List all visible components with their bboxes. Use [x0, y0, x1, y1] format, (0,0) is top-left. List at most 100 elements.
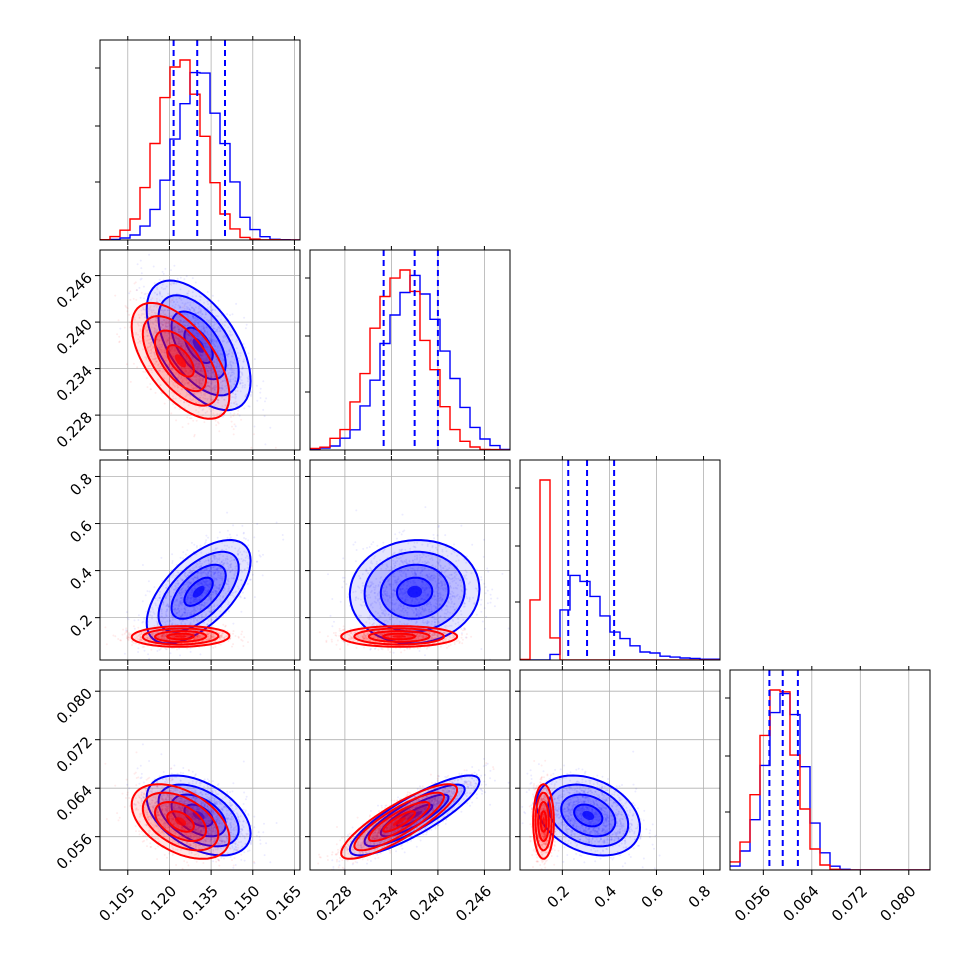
- scatter-point: [194, 398, 197, 401]
- scatter-point: [137, 349, 140, 352]
- scatter-point: [207, 570, 210, 573]
- scatter-point: [179, 297, 182, 300]
- scatter-point: [183, 377, 186, 380]
- scatter-point: [142, 285, 145, 288]
- scatter-point: [176, 579, 178, 582]
- scatter-point: [207, 584, 210, 587]
- scatter-point: [226, 590, 229, 593]
- scatter-point: [222, 589, 225, 592]
- scatter-point: [218, 330, 221, 333]
- scatter-point: [213, 360, 216, 363]
- scatter-point: [181, 579, 184, 582]
- scatter-point: [240, 418, 243, 421]
- scatter-point: [200, 581, 203, 584]
- scatter-point: [160, 610, 163, 613]
- scatter-point: [203, 328, 206, 331]
- scatter-point: [214, 547, 217, 550]
- scatter-point: [232, 559, 235, 561]
- scatter-point: [154, 391, 157, 394]
- scatter-point: [226, 511, 229, 514]
- scatter-point: [132, 642, 135, 645]
- scatter-point: [161, 615, 164, 618]
- scatter-point: [234, 397, 237, 400]
- scatter-point: [139, 336, 141, 338]
- scatter-point: [198, 295, 201, 298]
- scatter-point: [158, 278, 161, 281]
- scatter-point: [188, 568, 191, 571]
- density-peak: [192, 338, 205, 353]
- scatter-point: [226, 355, 229, 358]
- scatter-point: [177, 377, 180, 380]
- scatter-point: [184, 320, 186, 323]
- scatter-point: [200, 382, 203, 385]
- scatter-point: [223, 398, 225, 401]
- scatter-point: [236, 550, 239, 553]
- scatter-point: [168, 342, 171, 345]
- scatter-point: [154, 329, 157, 332]
- scatter-point: [185, 275, 188, 278]
- scatter-point: [192, 329, 195, 331]
- scatter-point: [205, 358, 208, 361]
- scatter-point: [184, 572, 187, 575]
- scatter-point: [189, 301, 192, 304]
- scatter-point: [239, 382, 242, 385]
- scatter-point: [173, 327, 176, 330]
- scatter-point: [167, 309, 169, 312]
- scatter-point: [167, 339, 169, 342]
- scatter-point: [206, 384, 209, 387]
- scatter-point: [153, 327, 156, 329]
- scatter-point: [230, 577, 233, 580]
- scatter-point: [229, 334, 232, 337]
- scatter-point: [164, 325, 167, 328]
- scatter-point: [203, 605, 206, 608]
- scatter-point: [186, 580, 189, 583]
- scatter-point: [171, 615, 173, 618]
- scatter-point: [189, 370, 192, 373]
- scatter-point: [231, 396, 234, 399]
- scatter-point: [182, 353, 185, 356]
- scatter-point: [173, 347, 176, 349]
- scatter-point: [226, 544, 229, 547]
- scatter-point: [209, 398, 212, 401]
- scatter-point: [229, 364, 232, 367]
- scatter-point: [181, 351, 184, 354]
- scatter-point: [166, 608, 168, 611]
- scatter-point: [137, 614, 140, 617]
- scatter-point: [207, 384, 210, 387]
- scatter-point: [223, 340, 226, 343]
- scatter-point: [156, 606, 159, 609]
- scatter-point: [239, 352, 242, 355]
- scatter-point: [158, 346, 161, 349]
- scatter-point: [158, 366, 161, 369]
- scatter-point: [167, 338, 170, 341]
- scatter-point: [188, 571, 191, 574]
- scatter-point: [140, 314, 143, 317]
- scatter-point: [208, 353, 211, 356]
- scatter-point: [175, 608, 178, 611]
- scatter-point: [147, 653, 150, 656]
- scatter-point: [192, 301, 195, 304]
- scatter-point: [165, 595, 168, 598]
- scatter-point: [226, 599, 229, 602]
- scatter-point: [178, 297, 181, 299]
- scatter-point: [249, 578, 252, 581]
- scatter-point: [188, 583, 191, 586]
- scatter-point: [159, 348, 162, 351]
- scatter-point: [218, 588, 221, 590]
- scatter-point: [140, 267, 143, 270]
- scatter-point: [174, 607, 177, 610]
- scatter-point: [182, 353, 185, 356]
- scatter-point: [229, 368, 232, 371]
- scatter-point: [207, 370, 210, 373]
- scatter-point: [226, 578, 229, 581]
- scatter-point: [198, 581, 201, 584]
- scatter-point: [207, 385, 210, 388]
- scatter-point: [214, 385, 217, 388]
- scatter-point: [177, 340, 180, 343]
- scatter-point: [257, 550, 260, 552]
- scatter-point: [191, 343, 194, 346]
- scatter-point: [213, 374, 216, 377]
- scatter-point: [208, 606, 211, 609]
- scatter-point: [190, 613, 193, 616]
- scatter-point: [242, 532, 245, 535]
